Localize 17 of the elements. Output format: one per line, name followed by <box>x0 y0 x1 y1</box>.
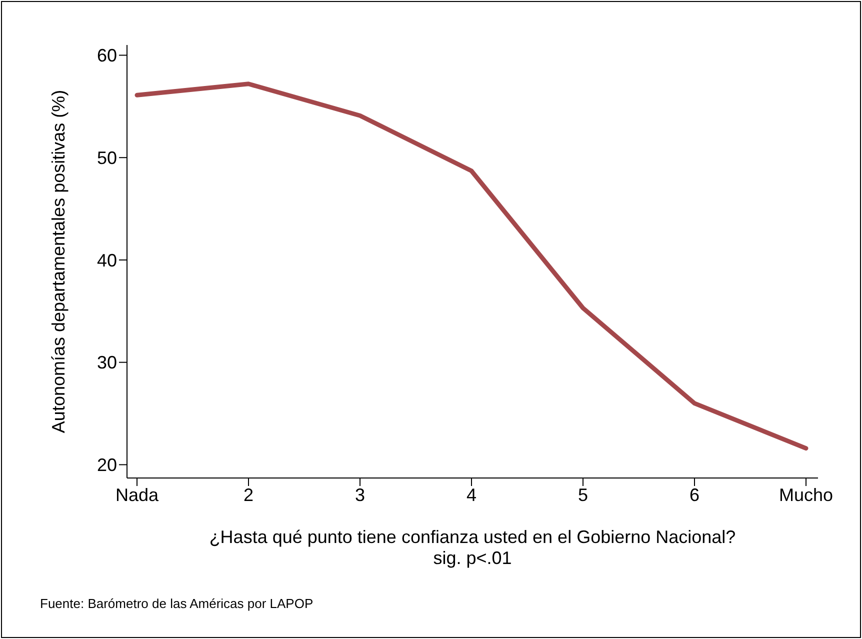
y-tick-label: 20 <box>96 455 117 476</box>
x-tick-label: 3 <box>354 484 366 505</box>
x-tick-label: 5 <box>578 484 588 505</box>
text: sig. p<.01 <box>432 548 513 569</box>
y-tick-label: 50 <box>96 148 117 168</box>
y-tick-label: 60 <box>96 46 117 66</box>
y-tick-label: 40 <box>96 250 117 270</box>
x-tick-label: 2 <box>243 484 254 505</box>
x-tick-label: Nada <box>115 484 160 505</box>
y-axis-title: Autonomías departamentales positivas (%) <box>48 90 68 434</box>
y-tick-label: 30 <box>96 352 117 373</box>
source-note: Fuente: Barómetro de las Américas por LAPOP <box>40 596 314 611</box>
x-tick-label: 4 <box>466 484 477 505</box>
x-tick-label: 6 <box>689 484 700 505</box>
line-series <box>134 82 808 451</box>
x-tick-label: Mucho <box>778 484 834 505</box>
x-axis-title: ¿Hasta qué punto tiene confianza usted en el Gobierno Nacional? <box>208 527 737 548</box>
